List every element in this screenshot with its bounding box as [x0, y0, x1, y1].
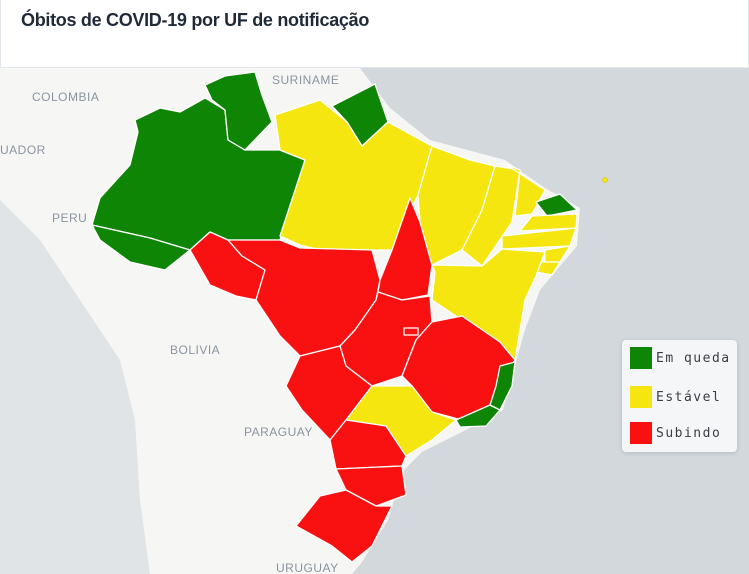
- state-rs[interactable]: [295, 489, 393, 563]
- country-label-peru: PERU: [52, 211, 87, 225]
- legend-item-em-queda: Em queda: [630, 347, 731, 369]
- country-label-uruguay: URUGUAY: [276, 561, 339, 574]
- state-rn[interactable]: [535, 193, 578, 217]
- country-label-paraguay: PARAGUAY: [244, 425, 313, 439]
- legend-swatch: [630, 386, 652, 408]
- country-label-colombia: COLOMBIA: [32, 90, 99, 104]
- state-es[interactable]: [489, 361, 516, 411]
- map-legend: Em queda Estável Subindo: [622, 340, 737, 452]
- ocean-pacific: [0, 200, 150, 574]
- state-go[interactable]: [339, 291, 433, 387]
- state-rj[interactable]: [455, 404, 501, 428]
- state-rr[interactable]: [204, 71, 273, 151]
- state-sc[interactable]: [335, 465, 407, 507]
- card-header: Óbitos de COVID-19 por UF de notificação: [0, 0, 749, 68]
- legend-item-estavel: Estável: [630, 386, 721, 408]
- legend-item-subindo: Subindo: [630, 422, 721, 444]
- state-to[interactable]: [377, 197, 433, 301]
- state-ac[interactable]: [91, 224, 191, 271]
- legend-label: Em queda: [656, 350, 731, 366]
- legend-swatch: [630, 422, 652, 444]
- country-label-suriname: SURINAME: [272, 73, 339, 87]
- legend-swatch: [630, 347, 652, 369]
- legend-label: Subindo: [656, 425, 722, 441]
- state-df[interactable]: [403, 327, 419, 336]
- country-label-bolivia: BOLIVIA: [170, 343, 220, 357]
- state-island-fernando-de-noronha[interactable]: [602, 177, 608, 183]
- state-ce[interactable]: [504, 163, 546, 217]
- choropleth-map[interactable]: SURINAME COLOMBIA UADOR PERU BOLIVIA PAR…: [0, 68, 749, 574]
- state-ba[interactable]: [431, 248, 546, 361]
- legend-label: Estável: [656, 389, 722, 405]
- page-title: Óbitos de COVID-19 por UF de notificação: [21, 10, 370, 30]
- country-label-ecuador: UADOR: [0, 143, 46, 157]
